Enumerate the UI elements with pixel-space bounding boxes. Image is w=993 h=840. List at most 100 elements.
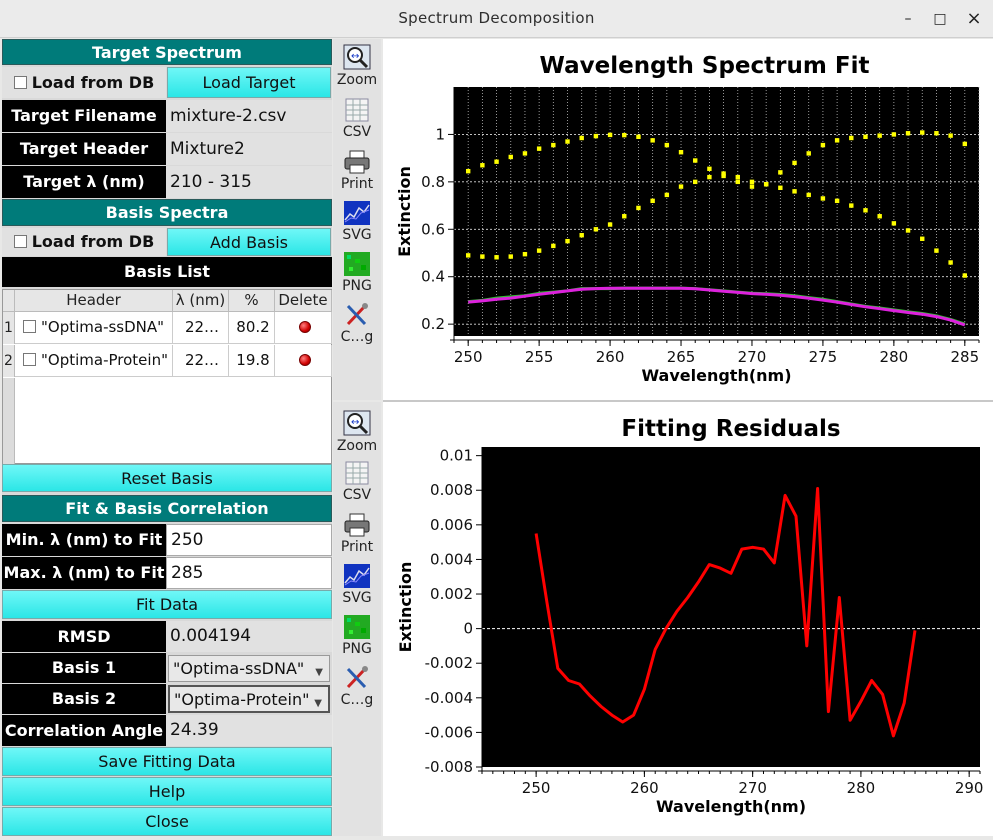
data-point [834,138,840,143]
data-point [622,214,627,219]
data-point [849,135,854,141]
y-axis-label: Extinction [396,562,415,653]
spectrum-fit-chart[interactable]: Wavelength Spectrum Fit 250 255 260 265 270 27… [383,39,993,400]
data-point [480,163,485,168]
x-tick-label: 265 [667,348,696,366]
csv-button[interactable]: CSV [333,95,381,146]
max-wavelength-input[interactable]: 285 [166,557,332,589]
delete-dot-icon[interactable] [298,321,311,333]
basis-range-cell: 22… [173,312,229,344]
close-button[interactable]: Close [2,807,332,836]
reset-basis-button[interactable]: Reset Basis [2,464,332,492]
data-point [522,251,528,257]
png-label: PNG [342,278,372,294]
svg-text:↔: ↔ [351,417,359,428]
spreadsheet-icon [345,461,369,485]
row-select-checkbox[interactable] [23,353,36,366]
config-button[interactable]: C…g [333,300,381,351]
data-point [465,168,471,174]
data-point [636,205,641,211]
min-wavelength-input[interactable]: 250 [166,524,332,556]
col-range[interactable]: λ (nm) [173,290,229,312]
col-delete[interactable]: Delete [275,290,332,312]
checkbox-box[interactable] [13,235,27,248]
data-point [565,238,570,244]
print-button[interactable]: Print [333,147,381,198]
data-point [735,179,740,185]
data-point [877,214,882,219]
basis1-select[interactable]: "Optima-ssDNA" ▼ [168,655,330,682]
checkbox-label: Load from DB [31,232,155,251]
svg-button[interactable]: SVG [333,198,381,249]
residual-chart[interactable]: Fitting Residuals 250 260 270 280 290 -0.008 -0… [383,402,993,836]
delete-dot-icon[interactable] [298,354,311,366]
load-target-button[interactable]: Load Target [167,67,331,98]
x-tick-label: 270 [738,348,767,366]
add-basis-button[interactable]: Add Basis [167,228,331,256]
corner-cell [3,290,15,312]
basis2-select[interactable]: "Optima-Protein" ▼ [168,685,330,713]
png-button[interactable]: PNG [333,249,381,300]
data-point [721,173,726,179]
delete-basis-button[interactable] [275,345,332,377]
basis-load-db-checkbox[interactable]: Load from DB [2,228,166,256]
png-label: PNG [342,641,372,657]
data-point [891,221,897,226]
data-point [650,198,655,204]
png-button[interactable]: PNG [333,612,381,663]
basis-percent-cell: 80.2 [229,312,275,344]
svg-button[interactable]: SVG [333,561,381,612]
delete-basis-button[interactable] [275,312,332,344]
window-title: Spectrum Decomposition [398,9,595,27]
y-tick-label: 0.008 [430,481,473,499]
printer-icon [344,150,370,174]
close-window-button[interactable]: × [966,8,982,29]
data-point [806,151,811,156]
x-tick-label: 270 [738,779,767,797]
target-load-db-checkbox[interactable]: Load from DB [2,67,166,98]
print-button[interactable]: Print [333,510,381,561]
data-point [934,248,939,253]
data-point [593,133,599,139]
basis1-label: Basis 1 [2,653,166,683]
row-index: 2 [3,345,15,377]
target-range-label: Target λ (nm) [2,166,166,198]
data-point [664,192,670,198]
config-button[interactable]: C…g [333,663,381,714]
csv-button[interactable]: CSV [333,458,381,509]
data-point [579,233,584,238]
table-row[interactable]: "Optima-ssDNA" [15,312,173,344]
window-titlebar: Spectrum Decomposition – □ × [0,0,993,38]
x-tick-label: 250 [522,779,551,797]
zoom-button[interactable]: ↔ Zoom [333,407,381,458]
residual-chart-panel: Fitting Residuals 250 260 270 280 290 -0.008 -0… [383,402,993,836]
data-point [891,132,897,137]
data-point [934,131,939,136]
help-button[interactable]: Help [2,777,332,806]
data-point [749,179,755,185]
data-point [508,154,513,160]
print-label: Print [340,539,374,555]
y-tick-label: -0.008 [425,758,473,776]
target-filename-label: Target Filename [2,100,166,132]
fit-data-button[interactable]: Fit Data [2,590,332,619]
data-point [920,236,925,241]
data-point [551,142,556,148]
panel-divider[interactable] [383,400,993,402]
col-header[interactable]: Header [15,290,173,312]
maximize-button[interactable]: □ [933,11,947,27]
data-point [920,130,925,135]
row-select-checkbox[interactable] [23,320,36,333]
col-percent[interactable]: % [229,290,275,312]
minimize-button[interactable]: – [904,11,912,27]
zoom-icon: ↔ [343,44,371,70]
printer-icon [344,513,370,537]
target-header-value: Mixture2 [166,133,332,165]
save-fitting-data-button[interactable]: Save Fitting Data [2,747,332,776]
x-tick-label: 280 [847,779,876,797]
table-row[interactable]: "Optima-Protein" [15,345,173,377]
checkbox-box[interactable] [13,76,27,89]
zoom-button[interactable]: ↔ Zoom [333,41,381,92]
y-tick-label: 0.8 [421,173,445,191]
target-spectrum-header: Target Spectrum [2,39,332,65]
